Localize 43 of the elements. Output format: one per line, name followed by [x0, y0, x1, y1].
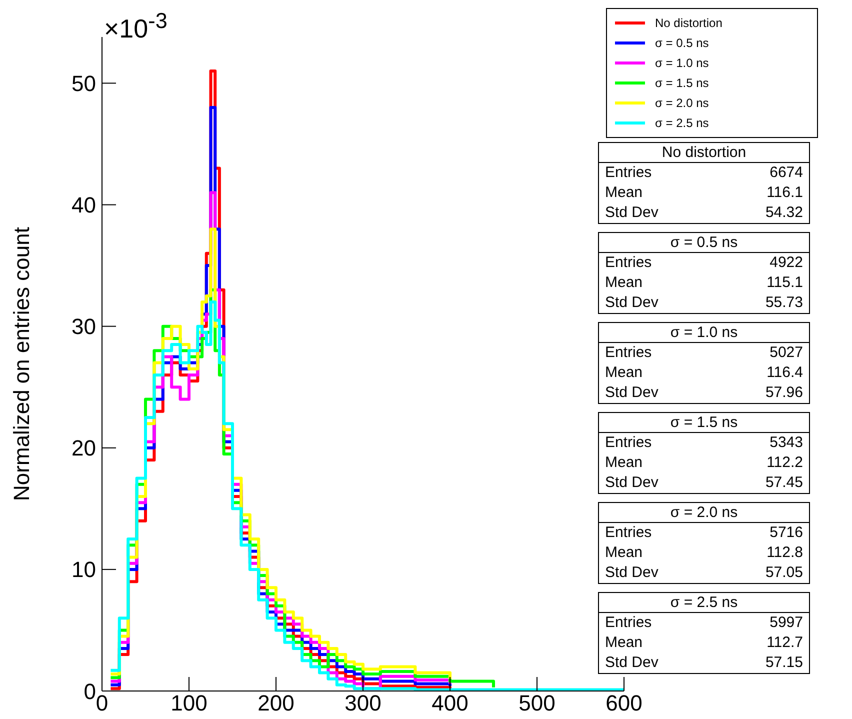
text: Entries 4922 — [605, 254, 803, 271]
text: Std Dev 57.05 — [605, 564, 803, 581]
text: Entries 5027 — [605, 344, 803, 361]
text: σ = 2.5 ns — [599, 593, 809, 613]
text: Std Dev 57.15 — [605, 654, 803, 671]
y-tick-label: 50 — [72, 71, 96, 96]
x-tick-label: 300 — [344, 690, 382, 716]
x-tick-label: 200 — [258, 690, 294, 716]
legend-label: σ = 1.5 ns — [655, 76, 709, 90]
text: Mean 116.1 — [605, 184, 803, 201]
text: Mean 112.8 — [605, 544, 803, 561]
x-tick-label: 500 — [518, 690, 556, 716]
y-tick-label: 30 — [72, 314, 96, 340]
y-axis-title: Normalized on entries count — [8, 227, 34, 501]
legend-label: σ = 1.0 ns — [655, 56, 709, 70]
text: Entries 5343 — [605, 434, 803, 451]
text: σ = 2.0 ns — [599, 503, 809, 523]
x-tick-label: 600 — [606, 690, 642, 716]
text: Entries 6674 — [605, 164, 803, 181]
text: Std Dev 57.96 — [605, 384, 803, 401]
x-tick-label: 100 — [170, 690, 208, 716]
text: Mean 116.4 — [605, 364, 803, 381]
y-tick-label: 40 — [72, 192, 96, 218]
text: No distortion — [599, 143, 809, 163]
legend-label: No distortion — [655, 16, 722, 30]
text: Std Dev 57.45 — [605, 474, 803, 491]
text: Entries 5716 — [605, 524, 803, 541]
y-tick-label: 10 — [72, 557, 96, 582]
x-tick-label: 400 — [432, 690, 468, 716]
text: σ = 0.5 ns — [599, 233, 809, 253]
annotation: ×10$^{-3}$ — [104, 8, 168, 45]
text: σ = 1.5 ns — [599, 413, 809, 433]
legend-label: σ = 0.5 ns — [655, 36, 709, 50]
y-tick-label: 20 — [72, 436, 96, 461]
text: Entries 5997 — [605, 614, 803, 631]
text: Mean 112.7 — [605, 634, 803, 651]
legend-label: σ = 2.0 ns — [655, 96, 709, 110]
text: Mean 115.1 — [605, 274, 803, 291]
legend-label: σ = 2.5 ns — [655, 116, 709, 130]
text: σ = 1.0 ns — [599, 323, 809, 343]
text: Std Dev 54.32 — [605, 204, 803, 221]
text: Std Dev 55.73 — [605, 294, 803, 311]
text: Mean 112.2 — [605, 454, 803, 471]
